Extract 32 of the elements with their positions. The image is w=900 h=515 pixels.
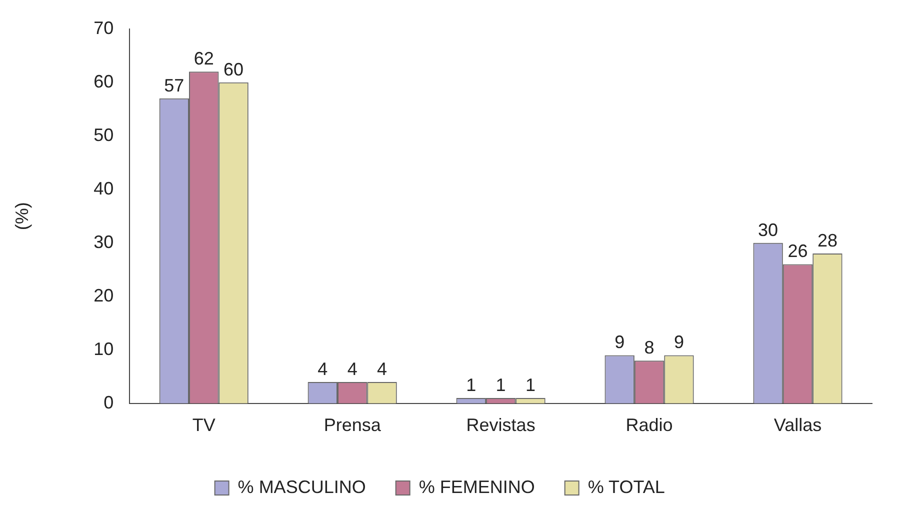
y-tick-label: 20 [94, 285, 114, 306]
x-tick-label: Prensa [324, 415, 382, 436]
data-label: 4 [318, 358, 328, 379]
data-label: 57 [164, 75, 184, 96]
x-tick-label: Revistas [466, 415, 536, 436]
data-label: 9 [674, 332, 684, 352]
data-label: 62 [194, 48, 214, 69]
data-label: 8 [644, 338, 654, 358]
data-label: 30 [758, 220, 778, 240]
x-tick-label: TV [192, 415, 216, 436]
data-label: 26 [788, 241, 808, 262]
x-tick-label: Vallas [774, 415, 822, 436]
data-label: 4 [347, 358, 358, 379]
data-label: 1 [466, 375, 476, 396]
y-tick-label: 60 [94, 71, 114, 92]
data-label: 1 [526, 375, 536, 396]
data-label: 28 [817, 230, 838, 251]
y-axis-title: (%) [12, 202, 32, 230]
legend-label: % TOTAL [588, 476, 665, 497]
legend-label: % MASCULINO [238, 476, 366, 497]
y-tick-label: 10 [94, 338, 114, 359]
y-tick-label: 70 [94, 18, 114, 38]
y-tick-label: 50 [94, 124, 114, 145]
data-label: 9 [614, 332, 625, 352]
legend-label: % FEMENINO [418, 476, 535, 497]
data-label: 4 [377, 358, 388, 379]
y-tick-label: 40 [94, 178, 114, 198]
data-label: 60 [224, 59, 244, 80]
y-tick-label: 0 [104, 392, 114, 412]
y-tick-label: 30 [94, 232, 114, 252]
x-tick-label: Radio [626, 415, 673, 436]
data-label: 1 [496, 375, 506, 396]
